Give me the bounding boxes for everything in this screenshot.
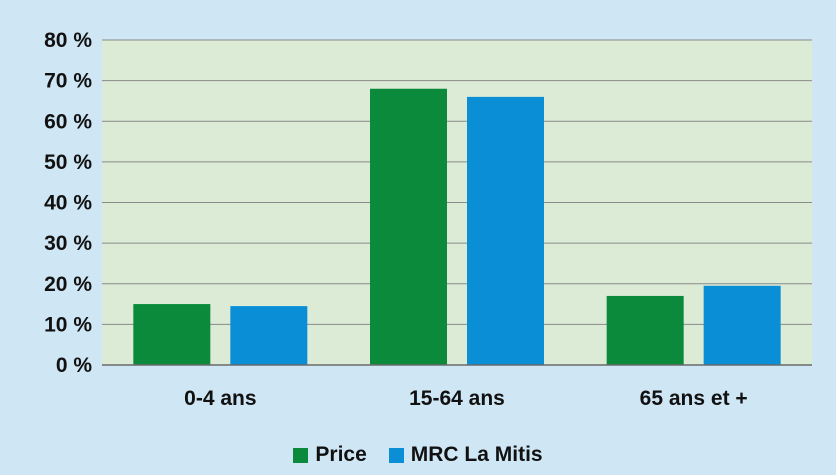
legend: Price MRC La Mitis [0, 440, 836, 470]
legend-item: Price [293, 443, 367, 467]
x-tick-label: 65 ans et + [640, 387, 748, 410]
legend-label: MRC La Mitis [410, 443, 543, 466]
bar [370, 88, 447, 365]
legend-swatch [293, 447, 309, 463]
legend-item: MRC La Mitis [388, 443, 543, 467]
bar [467, 96, 544, 365]
y-tick-label: 30 % [44, 232, 92, 255]
bar [703, 285, 781, 365]
y-tick-label: 60 % [44, 110, 92, 133]
y-tick-label: 20 % [44, 273, 92, 296]
x-tick-label: 15-64 ans [409, 387, 505, 410]
bar [133, 304, 211, 365]
y-tick-label: 0 % [56, 354, 93, 377]
y-tick-label: 40 % [44, 192, 92, 215]
y-tick-label: 50 % [44, 151, 92, 174]
bar [606, 295, 684, 365]
bar [230, 306, 308, 365]
y-tick-label: 70 % [44, 70, 92, 93]
y-tick-label: 80 % [44, 29, 92, 52]
y-tick-label: 10 % [44, 313, 92, 336]
x-tick-label: 0-4 ans [184, 387, 256, 410]
legend-swatch [388, 447, 404, 463]
legend-label: Price [315, 443, 367, 466]
